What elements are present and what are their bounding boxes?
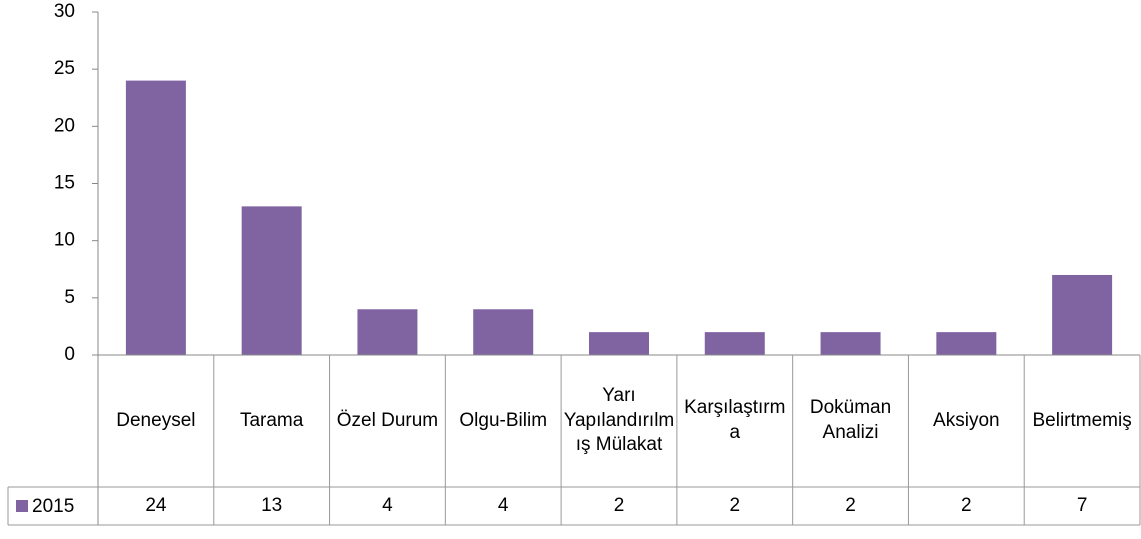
category-label: Yarı Yapılandırılmış Mülakat xyxy=(563,384,675,456)
bar xyxy=(704,332,765,355)
value-cell: 24 xyxy=(145,494,167,516)
legend-label: 2015 xyxy=(32,496,74,517)
category-label: Doküman Analizi xyxy=(809,397,892,443)
bar xyxy=(473,309,534,355)
bar xyxy=(820,332,881,355)
value-cell: 2 xyxy=(729,494,741,516)
bar xyxy=(936,332,997,355)
y-tick-label: 15 xyxy=(54,173,75,194)
y-tick-label: 10 xyxy=(54,230,75,251)
y-tick-label: 20 xyxy=(54,115,75,136)
value-cell: 4 xyxy=(382,494,393,516)
value-cell: 7 xyxy=(1076,494,1088,516)
bar xyxy=(589,332,649,355)
category-label: Özel Durum xyxy=(336,409,439,431)
bar xyxy=(241,206,302,355)
value-cell: 2 xyxy=(845,494,856,516)
value-cell: 4 xyxy=(497,494,509,516)
category-label: Tarama xyxy=(239,409,304,431)
bar xyxy=(357,309,418,355)
category-label: Belirtmemiş xyxy=(1032,409,1132,431)
value-cell: 2 xyxy=(961,494,972,516)
category-label: Karşılaştırma xyxy=(684,397,786,443)
value-cell: 2 xyxy=(613,494,625,516)
category-label: Aksiyon xyxy=(933,409,1000,431)
legend-swatch xyxy=(16,500,28,512)
category-label: Olgu-Bilim xyxy=(459,409,548,431)
y-tick-label: 25 xyxy=(54,58,75,79)
category-label: Deneysel xyxy=(116,409,196,431)
y-tick-label: 30 xyxy=(54,1,75,22)
bar xyxy=(125,80,186,355)
value-cell: 13 xyxy=(261,494,283,516)
y-tick-label: 5 xyxy=(64,287,75,308)
bar xyxy=(1052,274,1113,355)
y-tick-label: 0 xyxy=(64,344,75,365)
